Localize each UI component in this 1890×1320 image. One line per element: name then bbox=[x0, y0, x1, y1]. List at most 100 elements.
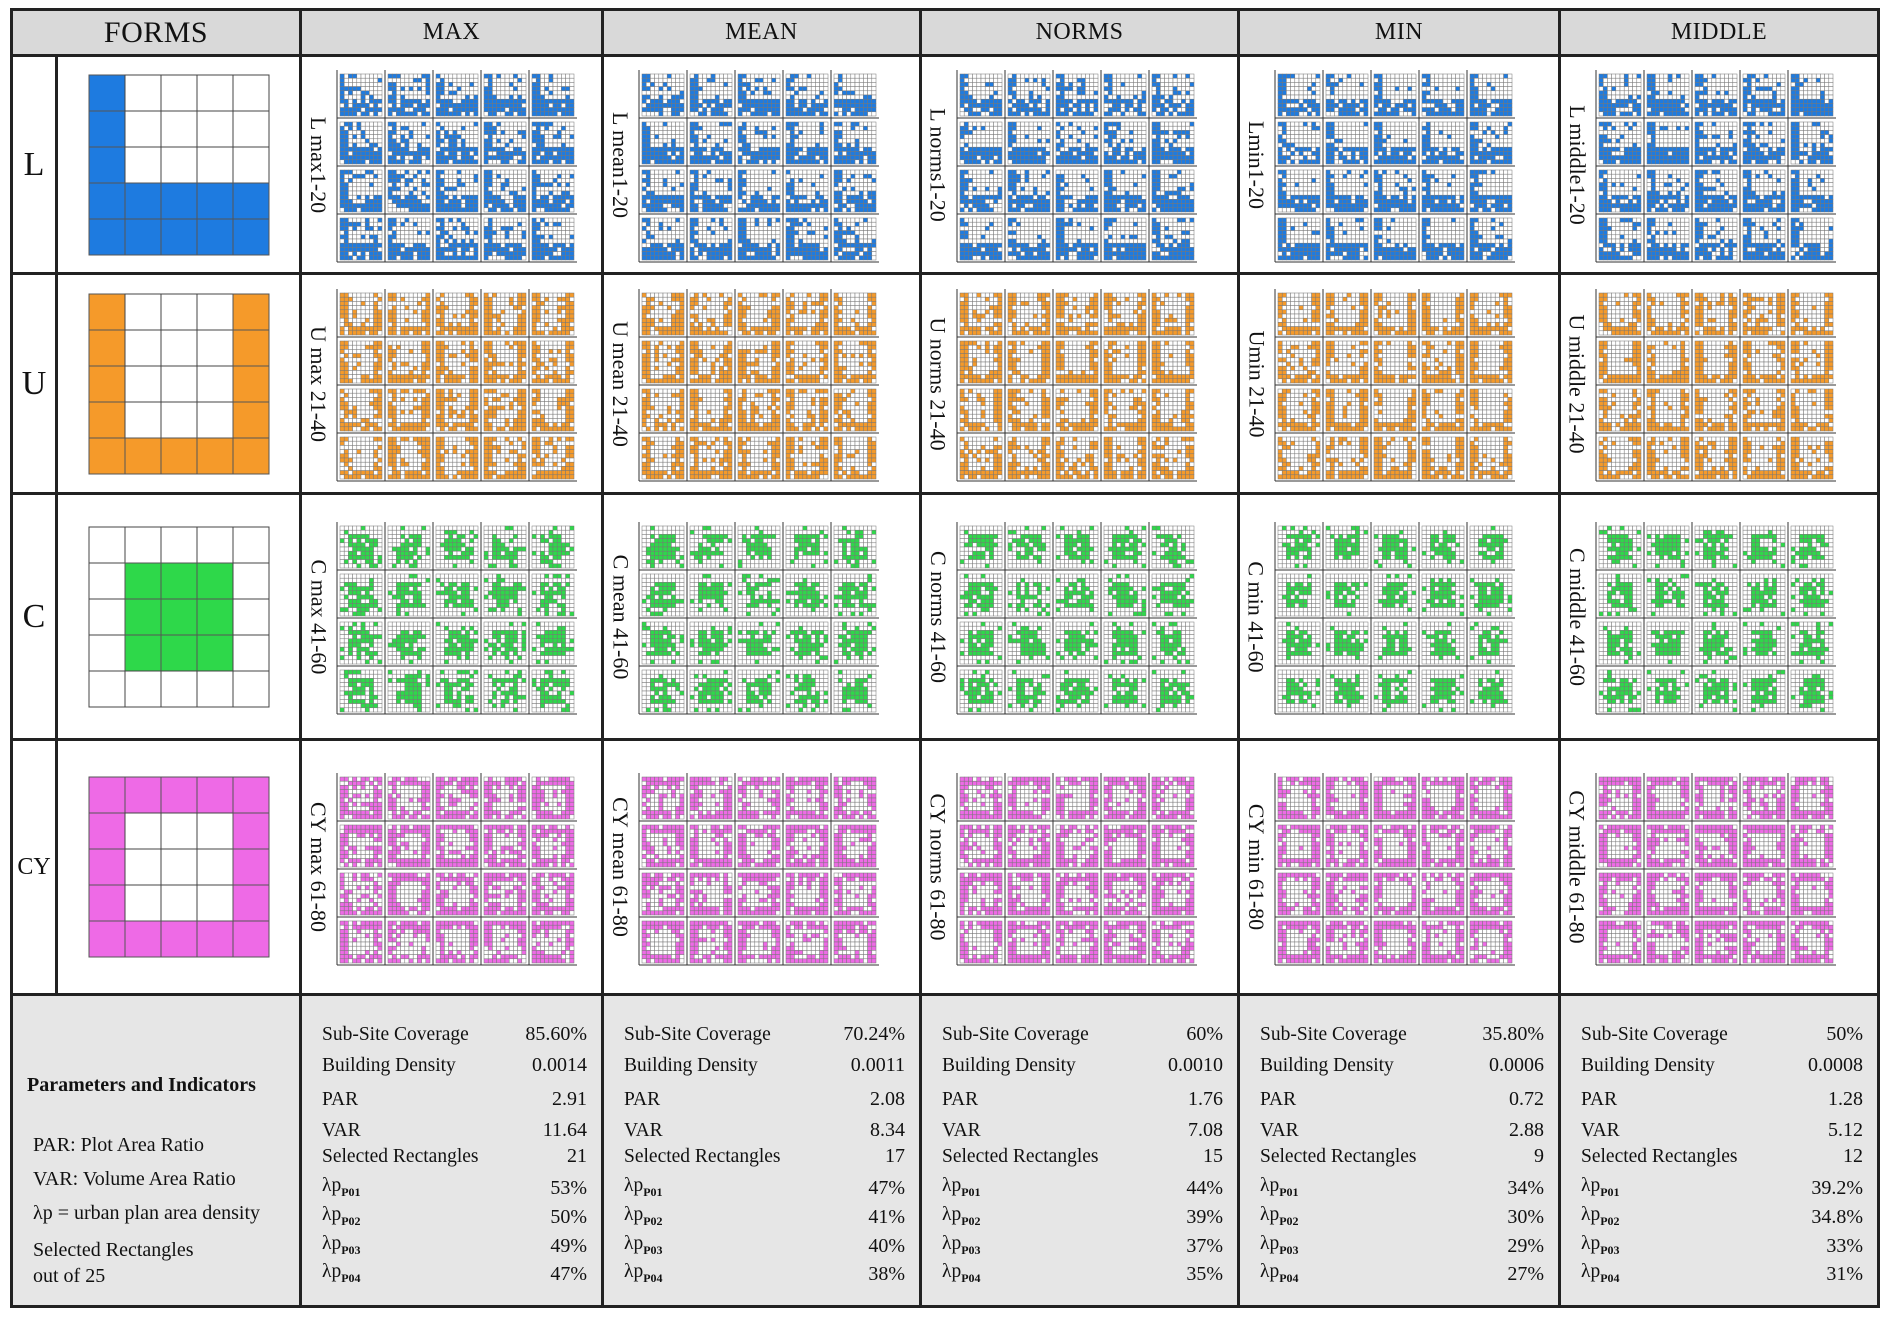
variation-grid bbox=[1052, 820, 1101, 869]
variation-grid bbox=[432, 820, 481, 869]
variation-grid bbox=[638, 522, 687, 571]
variation-grid bbox=[336, 772, 385, 821]
variations-l-norms: L norms1-20 bbox=[922, 57, 1240, 275]
forms-table: FORMS MAX MEAN NORMS MIN MIDDLE L L max1-… bbox=[10, 8, 1880, 1308]
variation-grid bbox=[1322, 118, 1371, 167]
variation-grid bbox=[480, 868, 529, 917]
variation-grid bbox=[1274, 820, 1323, 869]
variation-grid bbox=[384, 166, 433, 215]
param-value: 15 bbox=[1203, 1145, 1223, 1168]
param-value: 2.91 bbox=[552, 1088, 587, 1111]
variation-grid bbox=[528, 666, 577, 715]
variation-grid bbox=[1148, 618, 1197, 667]
variation-grid bbox=[336, 820, 385, 869]
variation-grid bbox=[1739, 289, 1788, 338]
param-label: λpP01 bbox=[322, 1175, 361, 1200]
variation-grid bbox=[1787, 70, 1836, 119]
variation-grid bbox=[384, 820, 433, 869]
param-value: 39% bbox=[1186, 1206, 1223, 1229]
variation-grid bbox=[384, 522, 433, 571]
variation-thumbnails bbox=[638, 772, 879, 965]
variation-grid bbox=[528, 118, 577, 167]
param-row: λpP03 49% bbox=[322, 1228, 587, 1258]
variation-grid bbox=[1148, 868, 1197, 917]
param-label: PAR bbox=[322, 1089, 358, 1111]
variation-label: C mean 41-60 bbox=[607, 554, 633, 679]
variation-thumbnails bbox=[956, 70, 1197, 263]
param-label: PAR bbox=[624, 1089, 660, 1111]
variations-c-max: C max 41-60 bbox=[302, 495, 604, 741]
variations-l-min: Lmin1-20 bbox=[1240, 57, 1561, 275]
param-value: 21 bbox=[567, 1145, 587, 1168]
param-row: PAR 2.91 bbox=[322, 1081, 587, 1111]
param-value: 37% bbox=[1186, 1235, 1223, 1258]
param-value: 0.0006 bbox=[1489, 1054, 1544, 1077]
variation-label: C norms 41-60 bbox=[925, 551, 951, 683]
variation-grid bbox=[1691, 70, 1740, 119]
variation-grid bbox=[528, 70, 577, 119]
variation-grid bbox=[1739, 214, 1788, 263]
variation-grid bbox=[1595, 214, 1644, 263]
variation-grid bbox=[956, 118, 1005, 167]
param-subscript: P02 bbox=[1600, 1214, 1619, 1228]
variation-grid bbox=[1370, 522, 1419, 571]
variation-grid bbox=[1052, 916, 1101, 965]
param-label: VAR bbox=[624, 1120, 663, 1142]
param-value: 2.88 bbox=[1509, 1119, 1544, 1142]
variation-grid bbox=[336, 916, 385, 965]
variation-grid bbox=[1274, 289, 1323, 338]
variation-grid bbox=[528, 916, 577, 965]
param-label: Building Density bbox=[1260, 1055, 1394, 1077]
variation-label: U max 21-40 bbox=[305, 325, 331, 441]
variation-grid bbox=[1370, 385, 1419, 434]
row-label-cy: CY bbox=[13, 741, 58, 996]
variation-thumbnails bbox=[1274, 772, 1515, 965]
variation-thumbnails bbox=[638, 289, 879, 482]
variation-grid bbox=[336, 166, 385, 215]
variation-grid bbox=[432, 522, 481, 571]
variation-grid bbox=[1418, 166, 1467, 215]
variation-grid bbox=[1100, 868, 1149, 917]
variation-grid bbox=[336, 337, 385, 386]
variations-c-middle: C middle 41-60 bbox=[1561, 495, 1877, 741]
param-value: 2.08 bbox=[870, 1088, 905, 1111]
param-label: Sub-Site Coverage bbox=[322, 1024, 469, 1046]
variation-grid bbox=[1148, 289, 1197, 338]
param-value: 27% bbox=[1507, 1263, 1544, 1286]
variation-grid bbox=[1418, 118, 1467, 167]
variation-grid bbox=[1148, 916, 1197, 965]
variations-u-min: Umin 21-40 bbox=[1240, 275, 1561, 495]
variation-grid bbox=[1787, 820, 1836, 869]
variation-grid bbox=[1643, 916, 1692, 965]
param-value: 31% bbox=[1826, 1263, 1863, 1286]
variation-grid bbox=[638, 70, 687, 119]
variation-grid bbox=[782, 385, 831, 434]
header-mean: MEAN bbox=[604, 11, 922, 57]
variation-grid bbox=[1739, 868, 1788, 917]
param-label: λpP04 bbox=[1260, 1261, 1299, 1286]
param-value: 50% bbox=[1826, 1023, 1863, 1046]
variation-grid bbox=[1787, 522, 1836, 571]
variation-grid bbox=[1691, 289, 1740, 338]
param-label: λpP01 bbox=[624, 1175, 663, 1200]
variation-grid bbox=[686, 618, 735, 667]
variation-grid bbox=[1100, 618, 1149, 667]
variation-grid bbox=[1466, 70, 1515, 119]
variation-grid bbox=[1052, 868, 1101, 917]
variation-grid bbox=[480, 570, 529, 619]
variation-label: U norms 21-40 bbox=[925, 317, 951, 450]
param-row: Selected Rectangles 21 bbox=[322, 1138, 587, 1168]
param-value: 7.08 bbox=[1188, 1119, 1223, 1142]
variation-thumbnails bbox=[336, 522, 577, 715]
variation-grid bbox=[734, 214, 783, 263]
param-row: Sub-Site Coverage 50% bbox=[1581, 1016, 1863, 1046]
legend-out-of: out of 25 bbox=[33, 1265, 105, 1288]
variation-grid bbox=[1595, 916, 1644, 965]
param-row: Selected Rectangles 17 bbox=[624, 1138, 905, 1168]
variation-grid bbox=[1100, 289, 1149, 338]
variation-grid bbox=[830, 868, 879, 917]
variation-grid bbox=[638, 433, 687, 482]
variation-grid bbox=[384, 570, 433, 619]
param-row: Building Density 0.0014 bbox=[322, 1047, 587, 1077]
variation-grid bbox=[1370, 570, 1419, 619]
